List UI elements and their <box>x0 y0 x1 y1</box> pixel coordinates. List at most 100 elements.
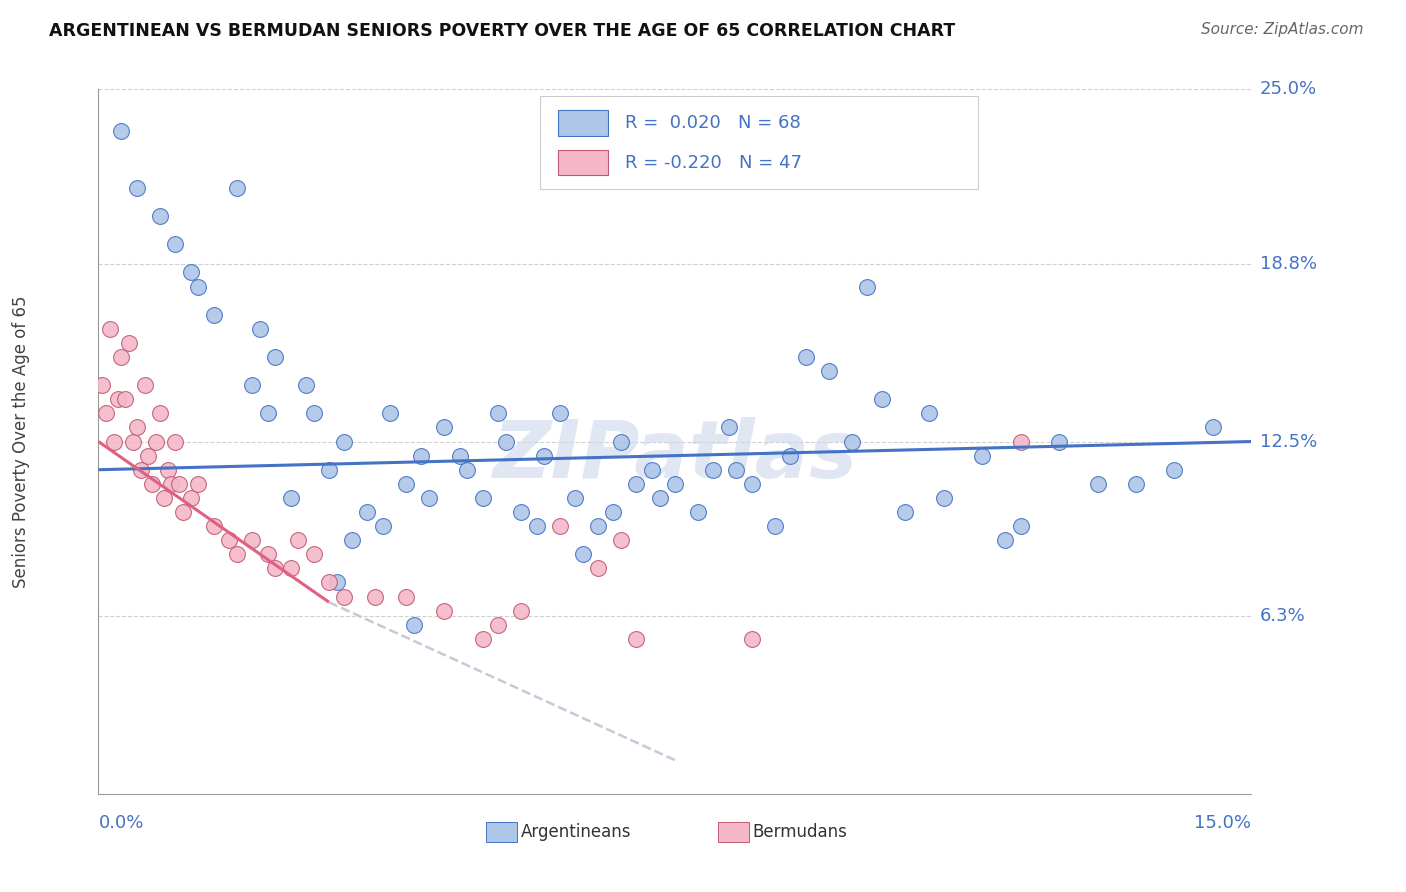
Text: 15.0%: 15.0% <box>1194 814 1251 831</box>
Point <box>371 519 394 533</box>
Point <box>280 491 302 505</box>
Point <box>149 209 172 223</box>
Point <box>817 364 839 378</box>
Point <box>110 350 132 364</box>
Point <box>287 533 309 548</box>
Point <box>471 491 494 505</box>
FancyBboxPatch shape <box>540 96 979 189</box>
Text: Source: ZipAtlas.com: Source: ZipAtlas.com <box>1201 22 1364 37</box>
Point <box>240 533 263 548</box>
Point <box>533 449 555 463</box>
Point <box>510 505 533 519</box>
Point <box>486 406 509 420</box>
Point <box>741 476 763 491</box>
Point <box>411 449 433 463</box>
Point <box>91 378 114 392</box>
Point <box>763 519 786 533</box>
Text: Bermudans: Bermudans <box>752 823 848 841</box>
Point <box>779 449 801 463</box>
Point <box>586 519 609 533</box>
Point <box>395 476 418 491</box>
Point <box>586 561 609 575</box>
Point <box>1010 519 1032 533</box>
Text: Seniors Poverty Over the Age of 65: Seniors Poverty Over the Age of 65 <box>13 295 30 588</box>
Point <box>225 181 247 195</box>
Text: ARGENTINEAN VS BERMUDAN SENIORS POVERTY OVER THE AGE OF 65 CORRELATION CHART: ARGENTINEAN VS BERMUDAN SENIORS POVERTY … <box>49 22 956 40</box>
Point <box>380 406 402 420</box>
Point <box>264 350 287 364</box>
Point <box>167 476 190 491</box>
Point <box>318 575 340 590</box>
Point <box>333 590 356 604</box>
Point <box>318 463 340 477</box>
Text: Argentineans: Argentineans <box>520 823 631 841</box>
Point <box>794 350 817 364</box>
Point <box>156 463 179 477</box>
Point <box>648 491 671 505</box>
Point <box>134 378 156 392</box>
Point <box>202 308 225 322</box>
Point <box>686 505 709 519</box>
Point <box>741 632 763 646</box>
Point <box>110 124 132 138</box>
Point <box>456 463 478 477</box>
Point <box>187 279 209 293</box>
Point <box>302 406 325 420</box>
Point <box>402 617 425 632</box>
Point <box>1125 476 1147 491</box>
Point <box>548 519 571 533</box>
Point <box>872 392 894 407</box>
Bar <box>558 150 607 176</box>
Point <box>160 476 183 491</box>
Point <box>641 463 664 477</box>
Point <box>264 561 287 575</box>
Point <box>202 519 225 533</box>
Text: 6.3%: 6.3% <box>1260 607 1306 625</box>
Point <box>471 632 494 646</box>
Point <box>180 491 202 505</box>
Point <box>626 476 648 491</box>
Point <box>129 463 152 477</box>
Point <box>972 449 994 463</box>
Point <box>180 265 202 279</box>
Point <box>149 406 172 420</box>
Point <box>280 561 302 575</box>
Point <box>548 406 571 420</box>
Point <box>571 547 593 561</box>
Point <box>664 476 686 491</box>
Point <box>364 590 387 604</box>
Point <box>141 476 163 491</box>
Point <box>107 392 129 407</box>
Point <box>1047 434 1070 449</box>
Point <box>122 434 145 449</box>
Point <box>610 434 633 449</box>
Point <box>702 463 724 477</box>
Point <box>564 491 586 505</box>
Point <box>433 604 456 618</box>
Point <box>917 406 939 420</box>
Text: 12.5%: 12.5% <box>1260 433 1317 450</box>
Point <box>602 505 624 519</box>
Point <box>218 533 240 548</box>
Point <box>152 491 174 505</box>
Point <box>994 533 1017 548</box>
Point <box>1163 463 1185 477</box>
Point <box>172 505 194 519</box>
Point <box>325 575 347 590</box>
Text: ZIPatlas: ZIPatlas <box>492 417 858 495</box>
Point <box>187 476 209 491</box>
Point <box>295 378 318 392</box>
Point <box>302 547 325 561</box>
Text: 18.8%: 18.8% <box>1260 255 1317 273</box>
Point <box>103 434 125 449</box>
Point <box>125 181 148 195</box>
Point <box>240 378 263 392</box>
Text: 25.0%: 25.0% <box>1260 80 1317 98</box>
Point <box>225 547 247 561</box>
Bar <box>558 111 607 136</box>
Point <box>256 406 278 420</box>
Point <box>449 449 471 463</box>
Text: R =  0.020   N = 68: R = 0.020 N = 68 <box>624 114 800 132</box>
Point <box>510 604 533 618</box>
Point <box>114 392 136 407</box>
